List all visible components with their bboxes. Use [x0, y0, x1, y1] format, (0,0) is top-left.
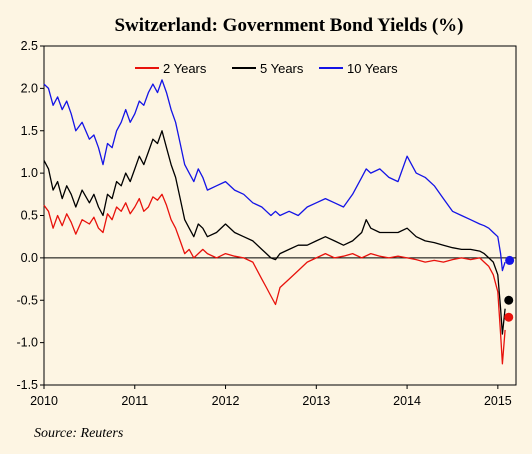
y-tick-labels: 2.5 2.0 1.5 1.0 0.5 0.0 -0.5 -1.0 -1.5 — [16, 39, 44, 392]
series-lines — [43, 79, 515, 365]
x-tick-labels: 2010 2011 2012 2013 2014 2015 — [30, 385, 512, 408]
series-line-10-years — [43, 79, 506, 272]
legend: 2 Years 5 Years 10 Years — [135, 61, 398, 76]
y-tick-label: -0.5 — [16, 293, 38, 307]
x-tick-label: 2012 — [212, 394, 240, 408]
x-tick-label: 2011 — [121, 394, 148, 408]
series-line-2-years — [43, 193, 506, 365]
end-marker — [504, 312, 514, 322]
y-tick-label: 0.5 — [21, 209, 38, 223]
y-tick-label: -1.5 — [16, 378, 38, 392]
legend-label: 5 Years — [260, 61, 304, 76]
end-marker — [505, 255, 515, 265]
x-tick-label: 2010 — [30, 394, 58, 408]
legend-label: 10 Years — [347, 61, 398, 76]
y-tick-label: -1.0 — [16, 336, 38, 350]
x-tick-label: 2015 — [484, 394, 512, 408]
y-tick-label: 1.5 — [21, 124, 38, 138]
source-note: Source: Reuters — [34, 426, 124, 441]
x-tick-label: 2014 — [393, 394, 421, 408]
chart-title: Switzerland: Government Bond Yields (%) — [114, 15, 463, 36]
legend-label: 2 Years — [163, 61, 207, 76]
series-line-5-years — [43, 130, 506, 335]
x-tick-label: 2013 — [302, 394, 330, 408]
end-marker — [504, 295, 514, 305]
y-tick-label: 0.0 — [21, 251, 38, 265]
y-tick-label: 2.5 — [21, 39, 38, 53]
y-tick-label: 2.0 — [21, 81, 38, 95]
y-tick-label: 1.0 — [21, 166, 38, 180]
